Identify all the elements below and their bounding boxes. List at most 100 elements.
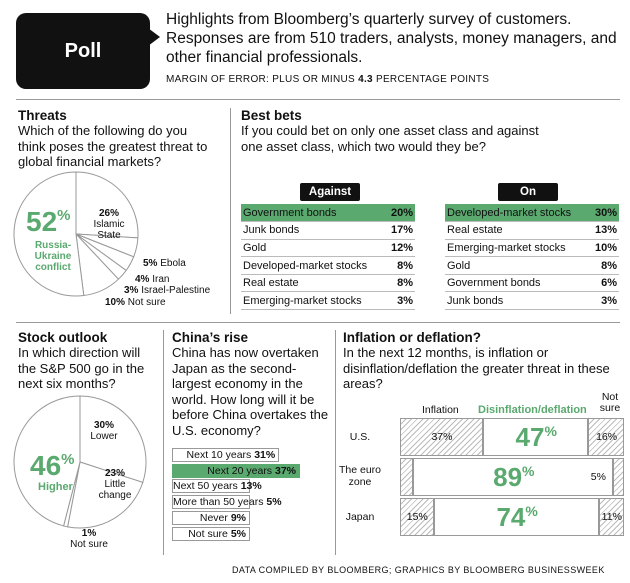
on-row: Developed-market stocks 30% [445,204,619,223]
against-asset: Emerging-market stocks [241,291,386,311]
china-bar-value: 5% [266,496,282,509]
on-asset: Emerging-market stocks [445,239,590,258]
stock-notsure-name: Not sure [70,539,108,550]
china-bar-next-10-years: Next 10 years 31% [172,448,280,462]
threats-big-number: 52 [26,206,58,237]
on-row: Gold 8% [445,256,619,275]
inflation-cell-inflation [400,498,434,536]
china-question: China has now overtaken Japan as the sec… [172,345,329,438]
stock-section: Stock outlook In which direction will th… [18,330,158,392]
threats-label-notsure: 10% Not sure [105,297,166,308]
china-bar-value: 5% [230,527,246,540]
inflation-big-pct: % [522,463,535,479]
inflation-big-value: 74% [496,502,537,533]
divider-threats-bets [230,108,231,314]
on-row: Emerging-market stocks 10% [445,239,619,258]
threats-ebola-name: Ebola [160,258,186,269]
bestbets-section: Best bets If you could bet on only one a… [241,108,541,154]
on-value: 8% [589,256,619,275]
stock-notsure-value: 1% [81,528,97,539]
on-row: Junk bonds 3% [445,291,619,311]
threats-isis-value: 26% [98,208,119,219]
inflation-cell-notsure [599,498,624,536]
against-tag: Against [300,183,360,201]
legend-inflation: Inflation [422,404,459,416]
stock-lower-value: 30% [93,420,114,431]
stock-pie [13,395,147,529]
inflation-cell-disinflation [433,498,600,536]
threats-iran-name: Iran [152,274,170,285]
inflation-big-number: 89 [493,462,523,492]
poll-badge: Poll [16,13,150,89]
china-bar-value: 9% [230,511,246,524]
threats-slice-islamic-state [75,171,139,239]
threats-label-russia: Russia-Ukraine conflict [34,240,72,273]
against-asset: Junk bonds [241,221,386,240]
on-asset: Developed-market stocks [445,204,590,223]
on-asset: Gold [445,256,590,275]
china-bar-label: More than 50 years [173,496,267,509]
against-row: Emerging-market stocks 3% [241,291,415,311]
on-tag: On [498,183,558,201]
stock-label-change: 23% Little change [92,468,138,501]
on-value: 6% [589,274,619,293]
china-bar-label: Next 50 years [173,480,241,493]
on-value: 30% [589,204,619,223]
against-table: Government bonds 20% Junk bonds 17% Gold 12% D… [241,204,415,311]
against-value: 8% [385,274,415,293]
intro-text: Highlights from Bloomberg’s quarterly su… [166,11,617,66]
stock-label-notsure: 1% Not sure [64,528,114,550]
against-value: 17% [385,221,415,240]
inflation-section: Inflation or deflation? In the next 12 m… [343,330,623,392]
on-asset: Real estate [445,221,590,240]
margin-of-error: MARGIN OF ERROR: PLUS OR MINUS 4.3 PERCE… [166,74,489,85]
china-bar-value: 37% [274,464,296,477]
inflation-value-inflation: 15% [406,511,428,523]
against-asset: Government bonds [241,204,386,223]
china-section: China’s rise China has now overtaken Jap… [172,330,332,438]
inflation-cell-inflation [400,458,414,496]
on-value: 10% [589,239,619,258]
against-row: Developed-market stocks 8% [241,256,415,275]
inflation-question: In the next 12 months, is inflation or d… [343,345,610,391]
inflation-row-label: Japan [345,511,375,523]
moe-suffix: PERCENTAGE POINTS [372,74,490,85]
china-bar-never: Never 9% [172,510,250,525]
threats-title: Threats [18,108,67,123]
inflation-cell-inflation [400,418,483,456]
threats-big-value: 52% [26,206,71,238]
on-row: Real estate 13% [445,221,619,240]
threats-label-israel: 3% Israel-Palestine [124,285,210,296]
against-row: Government bonds 20% [241,204,415,223]
threats-label-ebola: 5% Ebola [143,258,186,269]
china-bar-label: Next 10 years [186,449,255,461]
against-value: 3% [385,291,415,311]
footer-credit: DATA COMPILED BY BLOOMBERG; GRAPHICS BY … [232,565,605,575]
china-bar-label: Never [199,511,231,524]
on-row: Government bonds 6% [445,274,619,293]
threats-ebola-value: 5% [143,258,158,269]
divider-china-inflation [335,330,336,555]
inflation-value-notsure: 11% [601,511,622,523]
stock-big-number: 46 [30,450,62,481]
on-value: 3% [589,291,619,311]
threats-iran-value: 4% [135,274,150,285]
threats-isis-name: Islamic State [93,219,125,241]
china-bar-value: 13% [240,480,262,493]
threats-notsure-name: Not sure [127,297,166,308]
china-bars: Next 10 years 31% Next 20 years 37% Next 5… [172,448,332,548]
against-asset: Developed-market stocks [241,256,386,275]
inflation-title: Inflation or deflation? [343,330,481,345]
inflation-big-pct: % [525,503,538,519]
mid-rule [16,322,620,323]
china-bar-value: 31% [254,449,276,461]
inflation-big-number: 47 [515,422,545,452]
divider-stock-china [163,330,164,555]
against-value: 8% [385,256,415,275]
stock-big-value: 46% [30,450,75,482]
stock-slice-little-change [67,461,144,529]
inflation-value-inflation: 37% [431,431,453,443]
inflation-row-label: The euro zone [338,464,382,488]
china-title: China’s rise [172,330,249,345]
against-row: Junk bonds 17% [241,221,415,240]
